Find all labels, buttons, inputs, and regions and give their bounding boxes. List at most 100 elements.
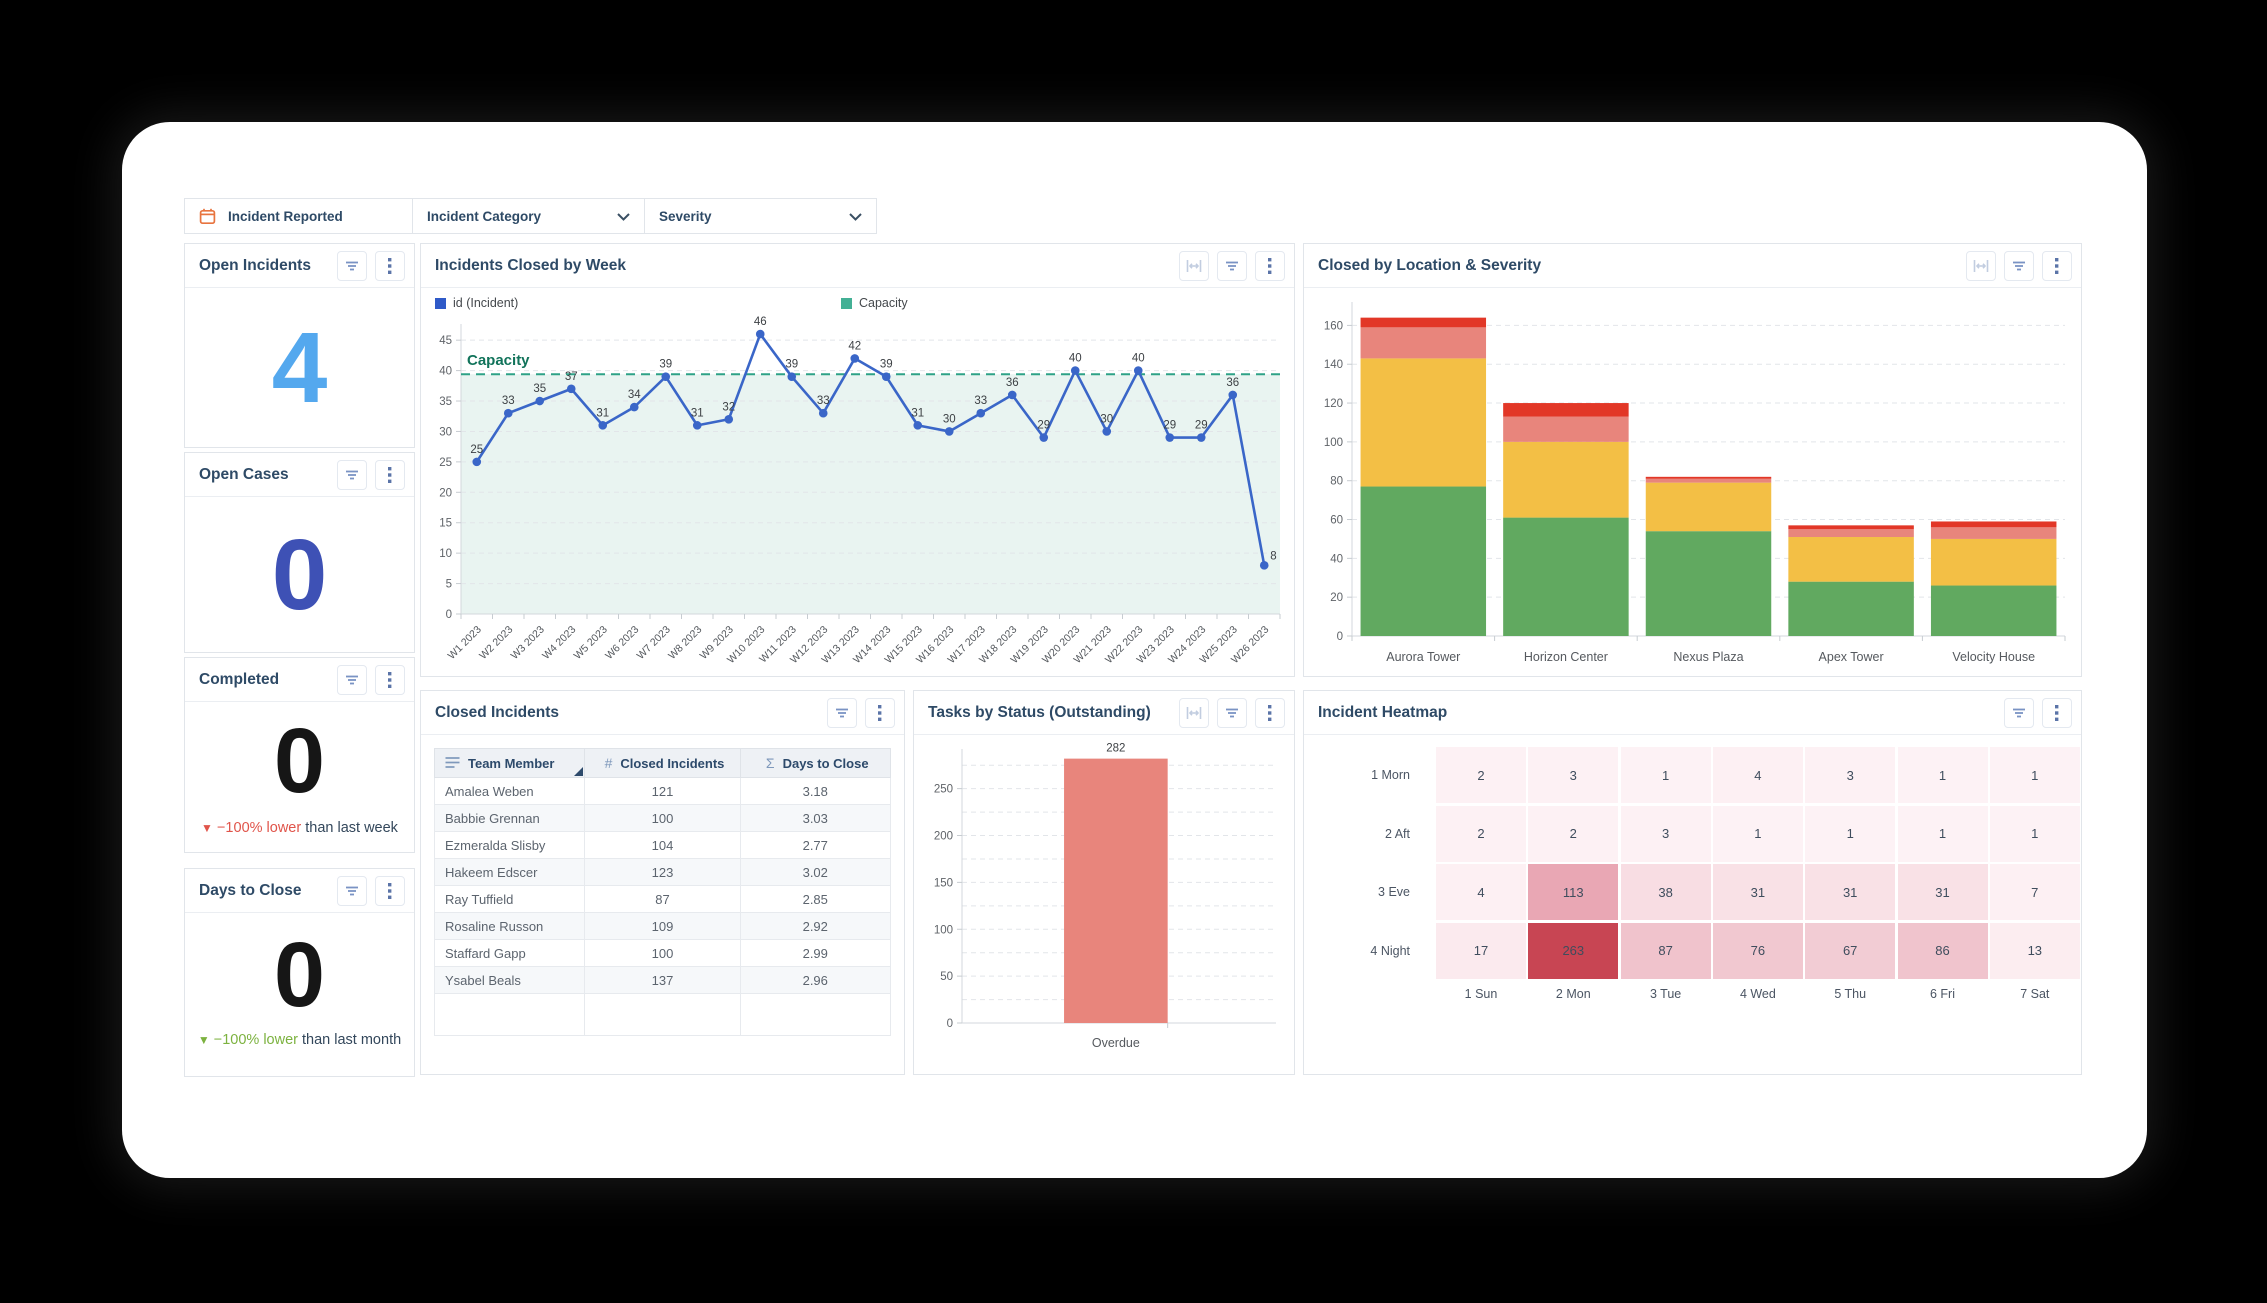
heatmap-cell[interactable]: 31: [1805, 864, 1896, 920]
svg-text:Horizon Center: Horizon Center: [1524, 650, 1608, 664]
heatmap-cell[interactable]: 1: [1897, 747, 1988, 803]
closed-by-location-severity-chart[interactable]: 0 20 40 60 80 100 120 140 160 Aurora Tower Horizon…: [1304, 290, 2081, 676]
svg-text:33: 33: [817, 395, 830, 407]
legend-item-capacity[interactable]: Capacity: [841, 296, 908, 310]
filter-button[interactable]: [337, 875, 367, 906]
table-row[interactable]: Ysabel Beals 137 2.96: [433, 966, 891, 994]
severity-dropdown[interactable]: Severity: [644, 198, 877, 234]
filter-button[interactable]: [827, 697, 857, 728]
table-row[interactable]: Babbie Grennan 100 3.03: [433, 804, 891, 832]
incidents-closed-by-week-chart[interactable]: 0 5 10 15 20 25 30 35 40 45 Capacity 25 33 35 37 31 34 39…: [421, 314, 1294, 676]
menu-button[interactable]: [2042, 697, 2072, 728]
team-member-cell: Ray Tuffield: [433, 885, 586, 913]
heatmap-cell[interactable]: 2: [1436, 805, 1526, 862]
incident-category-dropdown[interactable]: Incident Category: [412, 198, 645, 234]
app-window: Incident Reported Incident Category Seve…: [122, 122, 2147, 1178]
expand-button[interactable]: [1966, 250, 1996, 281]
menu-button[interactable]: [865, 697, 895, 728]
svg-text:31: 31: [691, 407, 704, 419]
filter-button[interactable]: [337, 664, 367, 695]
table-row[interactable]: Ezmeralda Slisby 104 2.77: [433, 831, 891, 859]
svg-text:Capacity: Capacity: [467, 352, 530, 369]
kebab-menu-icon[interactable]: [375, 875, 405, 906]
expand-button[interactable]: [1179, 697, 1209, 728]
widget-closed-incidents: Closed Incidents Team Member # Closed Inci…: [420, 690, 905, 1075]
heatmap-cell[interactable]: 113: [1528, 864, 1619, 920]
svg-text:Overdue: Overdue: [1092, 1036, 1140, 1050]
kpi-card-completed: Completed 0 ▼ −100% lower than last week: [184, 657, 415, 853]
filter-button[interactable]: [2004, 697, 2034, 728]
heatmap-cell[interactable]: 3: [1528, 747, 1619, 803]
table-row[interactable]: Hakeem Edscer 123 3.02: [433, 858, 891, 886]
heatmap-cell[interactable]: 17: [1436, 922, 1526, 979]
heatmap-cell[interactable]: 7: [1989, 864, 2080, 920]
tasks-by-status-chart[interactable]: 0 50 100 150 200 250 282 Overdue: [914, 735, 1294, 1069]
table-row[interactable]: Staffard Gapp 100 2.99: [433, 939, 891, 967]
value-cell: 109: [584, 912, 741, 940]
heatmap-cell[interactable]: 3: [1805, 747, 1896, 803]
heatmap-cell[interactable]: 31: [1712, 864, 1803, 920]
incident-category-label: Incident Category: [427, 208, 542, 224]
svg-text:10: 10: [439, 548, 452, 560]
column-header-team-member[interactable]: Team Member: [433, 748, 586, 778]
date-filter-label: Incident Reported: [228, 208, 343, 224]
team-member-cell: Babbie Grennan: [433, 804, 586, 832]
column-header-days-to-close[interactable]: Σ Days to Close: [739, 748, 891, 778]
table-row[interactable]: Amalea Weben 121 3.18: [433, 777, 891, 805]
widget-title: Tasks by Status (Outstanding): [928, 703, 1151, 721]
widget-incidents-closed-by-week: Incidents Closed by Week id (Incident) C…: [420, 243, 1295, 677]
heatmap-cell[interactable]: 3: [1620, 805, 1711, 862]
heatmap-cell[interactable]: 13: [1989, 922, 2080, 979]
filter-icon: [836, 708, 848, 717]
menu-button[interactable]: [1255, 250, 1285, 281]
heatmap-cell[interactable]: 2: [1528, 805, 1619, 862]
kpi-value: 0: [273, 924, 326, 1026]
filter-button[interactable]: [1217, 250, 1247, 281]
team-member-cell: Hakeem Edscer: [433, 858, 586, 886]
sigma-icon: Σ: [765, 755, 775, 771]
heatmap-cell[interactable]: 1: [1897, 805, 1988, 862]
filter-button[interactable]: [1217, 697, 1247, 728]
heatmap-cell[interactable]: 67: [1805, 922, 1896, 979]
heatmap-cell[interactable]: 1: [1620, 747, 1711, 803]
svg-text:46: 46: [754, 316, 767, 328]
date-filter-incident-reported[interactable]: Incident Reported: [184, 198, 413, 234]
kebab-menu-icon[interactable]: [375, 664, 405, 695]
sort-ascending-icon: [574, 767, 584, 776]
heatmap-cell[interactable]: 4: [1712, 747, 1803, 803]
legend-item-id-incident[interactable]: id (Incident): [435, 296, 518, 310]
heatmap-cell[interactable]: 263: [1528, 922, 1619, 979]
svg-text:20: 20: [1330, 592, 1343, 604]
filter-button[interactable]: [337, 459, 367, 490]
svg-text:Aurora Tower: Aurora Tower: [1386, 650, 1460, 664]
heatmap-cell[interactable]: 76: [1712, 922, 1803, 979]
expand-button[interactable]: [1179, 250, 1209, 281]
empty-row: [433, 993, 891, 1036]
table-row[interactable]: Ray Tuffield 87 2.85: [433, 885, 891, 913]
kpi-title: Open Incidents: [199, 256, 311, 274]
kpi-title: Completed: [199, 670, 280, 688]
heatmap-cell[interactable]: 86: [1897, 922, 1988, 979]
kebab-menu-icon[interactable]: [375, 250, 405, 281]
filter-button[interactable]: [337, 250, 367, 281]
menu-button[interactable]: [1255, 697, 1285, 728]
menu-button[interactable]: [2042, 250, 2072, 281]
filter-button[interactable]: [2004, 250, 2034, 281]
heatmap-cell[interactable]: 1: [1805, 805, 1896, 862]
heatmap-cell[interactable]: 1: [1712, 805, 1803, 862]
down-triangle-icon: ▼: [201, 821, 213, 835]
svg-text:250: 250: [934, 784, 953, 796]
kebab-menu-icon[interactable]: [375, 459, 405, 490]
heatmap-cell[interactable]: 1: [1989, 747, 2080, 803]
heatmap-cell[interactable]: 1: [1989, 805, 2080, 862]
table-row[interactable]: Rosaline Russon 109 2.92: [433, 912, 891, 940]
heatmap-row-label: 2 Aft: [1384, 826, 1410, 841]
heatmap-cell[interactable]: 38: [1620, 864, 1711, 920]
heatmap-column-label: 6 Fri: [1930, 987, 1955, 1001]
heatmap-cell[interactable]: 2: [1436, 747, 1526, 803]
heatmap-cell[interactable]: 4: [1436, 864, 1526, 920]
heatmap-cell[interactable]: 31: [1897, 864, 1988, 920]
heatmap-cell[interactable]: 87: [1620, 922, 1711, 979]
hash-icon: #: [604, 755, 613, 771]
column-header-closed-incidents[interactable]: # Closed Incidents: [584, 748, 741, 778]
